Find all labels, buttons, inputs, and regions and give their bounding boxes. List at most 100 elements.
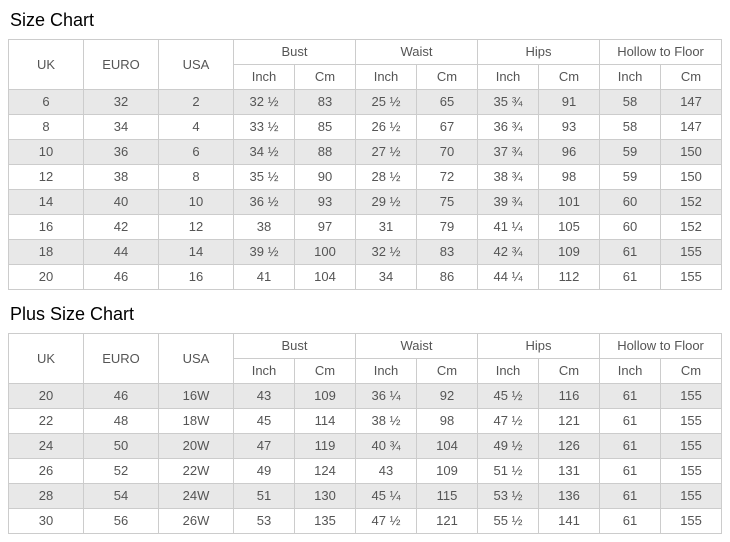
table-cell: 152 <box>660 189 723 215</box>
unit-header-hollow-cm: Cm <box>660 64 723 90</box>
table-cell: 91 <box>538 89 601 115</box>
table-cell: 61 <box>599 383 662 409</box>
column-group-hips: Hips <box>477 39 601 65</box>
unit-header-hips-cm: Cm <box>538 358 601 384</box>
size-chart-section: Size Chart UK EURO USA Bust Waist Hips H… <box>8 10 723 290</box>
table-cell: 22W <box>158 458 234 484</box>
table-cell: 124 <box>293 458 357 484</box>
table-cell: 36 <box>83 139 159 165</box>
table-cell: 155 <box>660 383 723 409</box>
table-cell: 115 <box>416 483 479 509</box>
table-row: 12 38 8 35 ½ 90 28 ½ 72 38 ¾ 98 59 150 <box>8 164 723 190</box>
table-cell: 155 <box>660 239 723 265</box>
table-cell: 42 <box>83 214 159 240</box>
table-cell: 28 <box>8 483 84 509</box>
table-cell: 12 <box>158 214 234 240</box>
column-group-waist: Waist <box>355 333 479 359</box>
size-chart-body: 6 32 2 32 ½ 83 25 ½ 65 35 ¾ 91 58 147 8 34 4 33 ½ 85 26 … <box>8 89 723 290</box>
table-cell: 121 <box>538 408 601 434</box>
table-cell: 38 <box>83 164 159 190</box>
table-cell: 25 ½ <box>355 89 418 115</box>
table-cell: 44 <box>83 239 159 265</box>
table-cell: 98 <box>538 164 601 190</box>
table-cell: 48 <box>83 408 159 434</box>
table-cell: 79 <box>416 214 479 240</box>
header-row-groups: UK EURO USA Bust Waist Hips Hollow to Fl… <box>8 39 723 90</box>
table-cell: 12 <box>8 164 84 190</box>
table-cell: 116 <box>538 383 601 409</box>
column-header-usa: USA <box>158 39 234 90</box>
unit-header-bust-inch: Inch <box>233 358 295 384</box>
table-cell: 59 <box>599 139 662 165</box>
table-cell: 20W <box>158 433 234 459</box>
table-cell: 86 <box>416 264 479 290</box>
column-header-uk: UK <box>8 333 84 384</box>
table-cell: 24W <box>158 483 234 509</box>
column-group-hollow-to-floor: Hollow to Floor <box>599 333 723 359</box>
table-cell: 36 ¾ <box>477 114 540 140</box>
unit-header-waist-inch: Inch <box>355 358 418 384</box>
table-cell: 88 <box>293 139 357 165</box>
table-cell: 131 <box>538 458 601 484</box>
table-cell: 34 <box>355 264 418 290</box>
table-cell: 27 ½ <box>355 139 418 165</box>
table-cell: 61 <box>599 239 662 265</box>
table-cell: 35 ½ <box>233 164 295 190</box>
table-cell: 43 <box>233 383 295 409</box>
table-cell: 72 <box>416 164 479 190</box>
table-cell: 147 <box>660 89 723 115</box>
column-header-euro: EURO <box>83 39 159 90</box>
table-cell: 36 ¼ <box>355 383 418 409</box>
table-cell: 147 <box>660 114 723 140</box>
table-cell: 61 <box>599 458 662 484</box>
unit-header-bust-cm: Cm <box>293 64 357 90</box>
table-cell: 60 <box>599 189 662 215</box>
unit-header-waist-cm: Cm <box>416 64 479 90</box>
table-cell: 130 <box>293 483 357 509</box>
table-cell: 53 ½ <box>477 483 540 509</box>
table-cell: 38 <box>233 214 295 240</box>
table-cell: 39 ½ <box>233 239 295 265</box>
table-cell: 136 <box>538 483 601 509</box>
plus-size-chart-body: 20 46 16W 43 109 36 ¼ 92 45 ½ 116 61 155 22 48 18W 45 1… <box>8 383 723 534</box>
table-cell: 47 <box>233 433 295 459</box>
table-cell: 32 ½ <box>355 239 418 265</box>
table-cell: 104 <box>416 433 479 459</box>
column-group-bust: Bust <box>232 333 357 359</box>
table-row: 20 46 16 41 104 34 86 44 ¼ 112 61 155 <box>8 264 723 290</box>
table-row: 26 52 22W 49 124 43 109 51 ½ 131 61 155 <box>8 458 723 484</box>
column-header-usa: USA <box>158 333 234 384</box>
table-cell: 38 ¾ <box>477 164 540 190</box>
table-cell: 49 <box>233 458 295 484</box>
unit-header-hollow-inch: Inch <box>599 358 662 384</box>
table-cell: 4 <box>158 114 234 140</box>
header-row-units: Inch Cm Inch Cm Inch Cm Inch Cm <box>9 64 723 90</box>
table-cell: 61 <box>599 433 662 459</box>
table-cell: 155 <box>660 264 723 290</box>
table-cell: 45 ¼ <box>355 483 418 509</box>
unit-header-waist-inch: Inch <box>355 64 418 90</box>
table-cell: 6 <box>158 139 234 165</box>
table-cell: 109 <box>538 239 601 265</box>
table-cell: 38 ½ <box>355 408 418 434</box>
column-group-hollow-to-floor: Hollow to Floor <box>599 39 723 65</box>
header-row-groups: UK EURO USA Bust Waist Hips Hollow to Fl… <box>8 333 723 384</box>
table-cell: 100 <box>293 239 357 265</box>
table-cell: 46 <box>83 264 159 290</box>
table-cell: 46 <box>83 383 159 409</box>
table-cell: 35 ¾ <box>477 89 540 115</box>
table-cell: 32 <box>83 89 159 115</box>
plus-size-chart-table: UK EURO USA Bust Waist Hips Hollow to Fl… <box>8 333 723 534</box>
table-cell: 97 <box>293 214 357 240</box>
table-cell: 47 ½ <box>477 408 540 434</box>
unit-header-hips-inch: Inch <box>477 64 540 90</box>
table-cell: 155 <box>660 408 723 434</box>
table-cell: 109 <box>416 458 479 484</box>
table-cell: 34 ½ <box>233 139 295 165</box>
table-cell: 155 <box>660 433 723 459</box>
table-cell: 49 ½ <box>477 433 540 459</box>
unit-header-hips-cm: Cm <box>538 64 601 90</box>
table-cell: 112 <box>538 264 601 290</box>
table-cell: 16 <box>158 264 234 290</box>
